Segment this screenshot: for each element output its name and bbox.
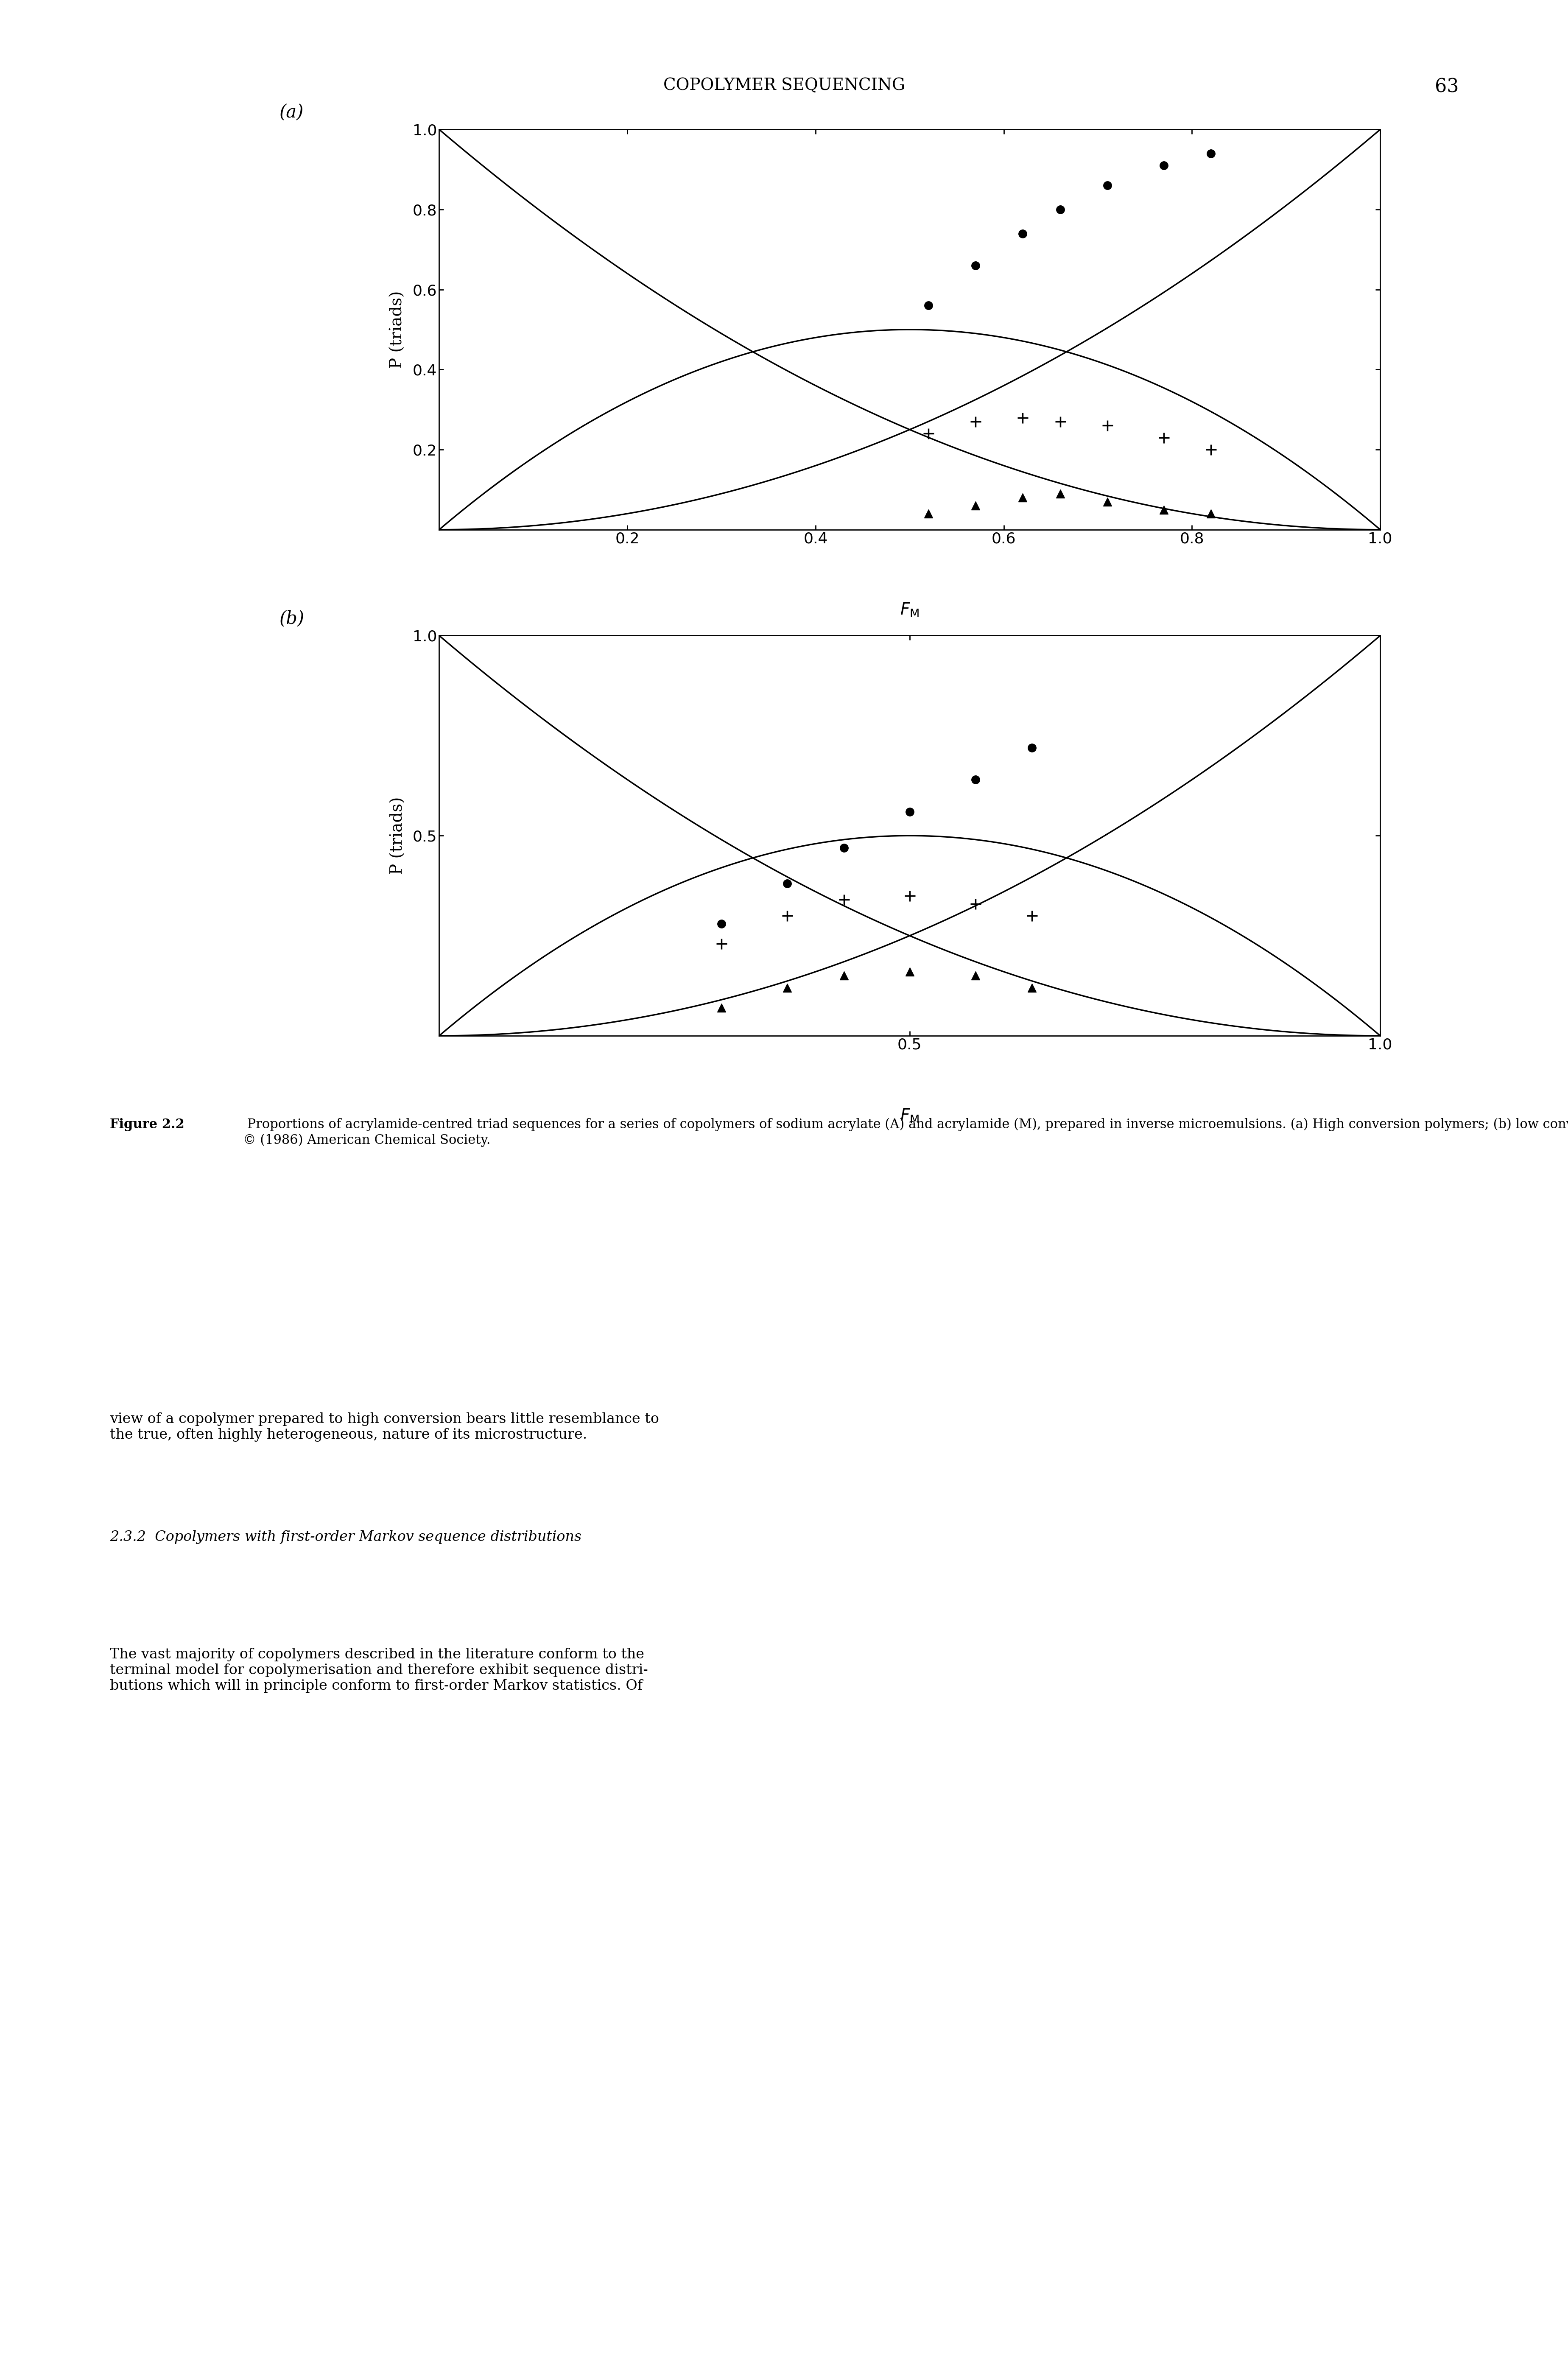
Text: The vast majority of copolymers described in the literature conform to the
termi: The vast majority of copolymers describe… <box>110 1648 648 1693</box>
Text: Proportions of acrylamide-centred triad sequences for a series of copolymers of : Proportions of acrylamide-centred triad … <box>243 1118 1568 1146</box>
Text: 63: 63 <box>1435 78 1458 97</box>
Y-axis label: P (triads): P (triads) <box>390 290 406 370</box>
Y-axis label: P (triads): P (triads) <box>390 796 406 876</box>
Text: (a): (a) <box>279 104 304 122</box>
Text: view of a copolymer prepared to high conversion bears little resemblance to
the : view of a copolymer prepared to high con… <box>110 1412 659 1441</box>
Text: $F_{\rm M}$: $F_{\rm M}$ <box>900 1109 919 1125</box>
Text: Figure 2.2: Figure 2.2 <box>110 1118 185 1132</box>
Text: (b): (b) <box>279 610 304 629</box>
Text: $F_{\rm M}$: $F_{\rm M}$ <box>900 603 919 619</box>
Text: COPOLYMER SEQUENCING: COPOLYMER SEQUENCING <box>663 78 905 94</box>
Text: 2.3.2  Copolymers with first-order Markov sequence distributions: 2.3.2 Copolymers with first-order Markov… <box>110 1530 582 1544</box>
